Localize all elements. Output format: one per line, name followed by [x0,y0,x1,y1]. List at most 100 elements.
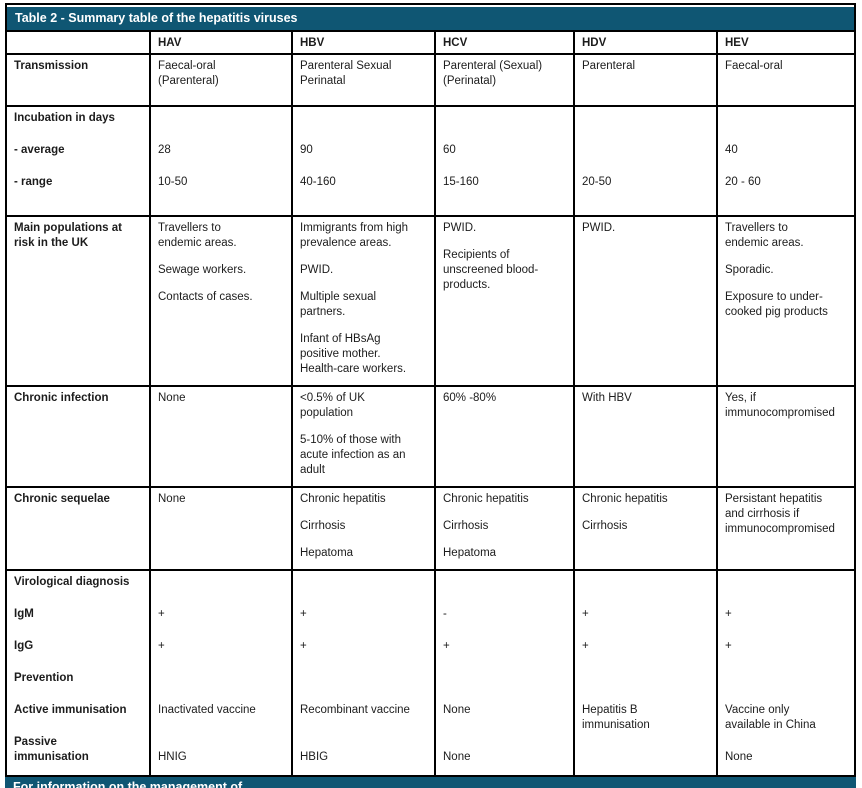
column-header-hev: HEV [716,32,854,53]
text: Cirrhosis [443,520,489,532]
text: None [443,704,471,716]
text: Faecal-oral [725,60,783,72]
text: PWID. [300,264,334,276]
cell-incubation-hcv: 60 15-160 [434,105,573,215]
cell-virological-hev: + + Vaccine only available in China None [716,569,854,775]
text: With HBV [582,392,632,404]
cell-transmission-hev: Faecal-oral [716,53,854,105]
cell-populations-hbv: Immigrants from high prevalence areas. PW… [291,215,434,385]
text [443,671,567,703]
cell-incubation-hav: 28 10-50 [149,105,291,215]
table-title-bar: Table 2 - Summary table of the hepatitis… [7,7,854,32]
row-label-incubation: Incubation in days - average - range [7,105,149,215]
row-label-populations: Main populations at risk in the UK [7,215,149,385]
table-title: Table 2 - Summary table of the hepatitis… [15,11,298,25]
text: + [300,608,307,620]
cell-transmission-hcv: Parenteral (Sexual) (Perinatal) [434,53,573,105]
text: Travellers to endemic areas. [158,222,237,249]
row-label-virological: Virological diagnosis IgM IgG Prevention Act… [7,569,149,775]
text: - [443,608,447,620]
text: Parenteral (Sexual) (Perinatal) [443,60,543,87]
text: Chronic hepatitis [582,493,668,505]
text [443,575,567,607]
text: Exposure to under- cooked pig products [725,291,828,318]
text: Active immunisation [14,704,127,716]
text: Chronic sequelae [14,493,110,505]
text: Cirrhosis [300,520,346,532]
figure: Table 2 - Summary table of the hepatitis… [5,3,856,788]
text: Sporadic. [725,264,774,276]
text: PWID. [582,222,616,234]
text: Sewage workers. [158,264,247,276]
text: 10-50 [158,176,188,188]
text: Immigrants from high prevalence areas. [300,222,409,249]
cell-chronic-sequelae-hbv: Chronic hepatitis Cirrhosis Hepatoma [291,486,434,569]
text: + [443,640,450,652]
text: Hepatoma [300,547,354,559]
text: Vaccine only available in China [725,704,816,731]
text: HEV [725,37,749,49]
text [582,671,710,703]
cell-chronic-infection-hav: None [149,385,291,486]
cell-virological-hdv: + + Hepatitis B immunisation [573,569,716,775]
text: Virological diagnosis [14,576,130,588]
text: None [158,493,186,505]
text: 20-50 [582,176,612,188]
text: Passive immunisation [14,736,89,763]
text: Inactivated vaccine [158,704,256,716]
cell-incubation-hdv: 20-50 [573,105,716,215]
column-header-hcv: HCV [434,32,573,53]
cell-populations-hev: Travellers to endemic areas. Sporadic. Exp… [716,215,854,385]
cell-transmission-hdv: Parenteral [573,53,716,105]
cell-chronic-infection-hbv: <0.5% of UK population 5-10% of those wit… [291,385,434,486]
text: Infant of HBsAg positive mother. Health-… [300,333,407,375]
cell-populations-hdv: PWID. [573,215,716,385]
text: None [725,751,753,763]
text: Yes, if immunocompromised [725,392,835,419]
text: PWID. [443,222,477,234]
text: Hepatoma [443,547,497,559]
footer-bar: For information on the management of [5,777,856,788]
row-label-chronic-sequelae: Chronic sequelae [7,486,149,569]
cell-chronic-infection-hdv: With HBV [573,385,716,486]
cell-incubation-hbv: 90 40-160 [291,105,434,215]
text: Recombinant vaccine [300,704,410,716]
text [582,143,710,175]
cell-transmission-hbv: Parenteral Sexual Perinatal [291,53,434,105]
text [582,735,710,767]
text: 15-160 [443,176,479,188]
text: None [443,751,471,763]
text: Prevention [14,672,74,684]
cell-transmission-hav: Faecal-oral (Parenteral) [149,53,291,105]
text: Main populations at risk in the UK [14,222,122,249]
text: HDV [582,37,607,49]
text: Incubation in days [14,112,115,124]
cell-populations-hcv: PWID. Recipients of unscreened blood- pro… [434,215,573,385]
text [158,671,285,703]
text: 60 [443,144,456,156]
text: 40 [725,144,738,156]
text: + [300,640,307,652]
text: Transmission [14,60,89,72]
text: Contacts of cases. [158,291,253,303]
text: Parenteral [582,60,636,72]
text: HNIG [158,751,187,763]
cell-chronic-sequelae-hdv: Chronic hepatitis Cirrhosis [573,486,716,569]
row-label-chronic-infection: Chronic infection [7,385,149,486]
text: Travellers to endemic areas. [725,222,804,249]
text [300,111,428,143]
column-header-rowlabel [7,32,149,53]
text: Persistant hepatitis and cirrhosis if im… [725,493,835,535]
cell-chronic-infection-hev: Yes, if immunocompromised [716,385,854,486]
cell-virological-hbv: + + Recombinant vaccine HBIG [291,569,434,775]
text: IgM [14,608,34,620]
text [725,671,848,703]
text: 60% -80% [443,392,497,404]
text: Chronic hepatitis [300,493,386,505]
text [443,111,567,143]
text: - range [14,176,53,188]
text: 5-10% of those with acute infection as a… [300,434,406,476]
cell-incubation-hev: 40 20 - 60 [716,105,854,215]
text: HBIG [300,751,329,763]
text: + [582,640,589,652]
